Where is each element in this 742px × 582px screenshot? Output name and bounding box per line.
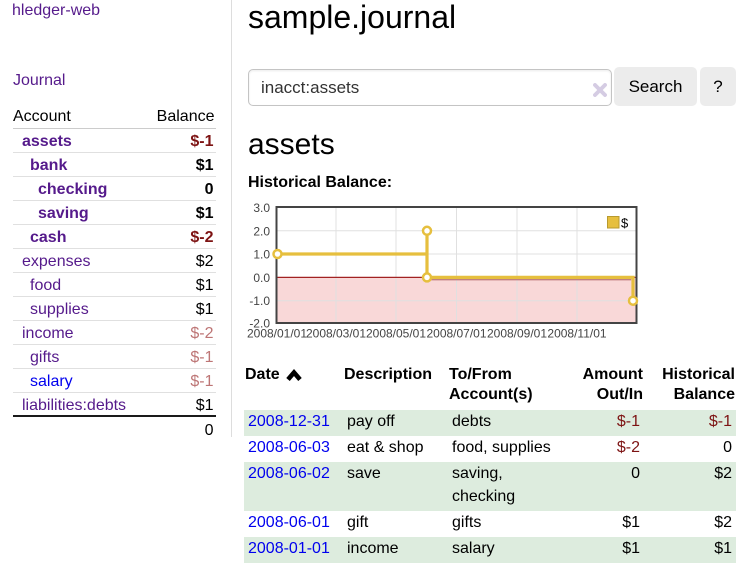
svg-text:2008/07/01: 2008/07/01	[426, 327, 486, 341]
svg-text:-1.0: -1.0	[249, 294, 270, 308]
svg-text:3.0: 3.0	[253, 201, 270, 215]
svg-text:2008/09/01: 2008/09/01	[487, 327, 547, 341]
svg-text:2008/05/01: 2008/05/01	[366, 327, 426, 341]
svg-text:1.0: 1.0	[253, 248, 270, 262]
svg-text:2008/01/01: 2008/01/01	[247, 327, 307, 341]
svg-text:-2.0: -2.0	[249, 316, 270, 330]
svg-text:2008/03/01: 2008/03/01	[306, 327, 366, 341]
svg-text:$: $	[621, 216, 629, 231]
svg-text:0.0: 0.0	[253, 271, 270, 285]
svg-text:2008/11/01: 2008/11/01	[547, 327, 606, 341]
svg-text:2.0: 2.0	[253, 224, 270, 238]
